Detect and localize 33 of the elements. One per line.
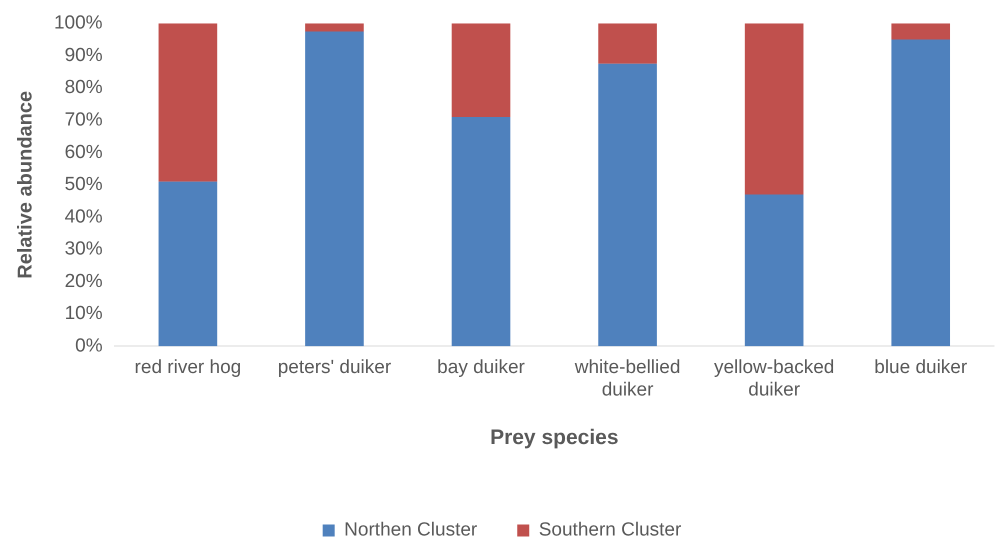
- y-axis-title: Relative abundance: [14, 90, 37, 279]
- x-tick-label: red river hog: [134, 356, 242, 378]
- y-tick-label: 100%: [54, 12, 103, 34]
- bar: [452, 23, 510, 118]
- y-tick-label: 60%: [64, 142, 103, 163]
- y-tick-label: 70%: [64, 109, 103, 130]
- legend-label: Southern Cluster: [538, 520, 682, 541]
- y-tick-label: 90%: [64, 44, 103, 66]
- y-tick-label: 40%: [64, 206, 103, 228]
- x-tick-label: bay duiker: [437, 356, 526, 378]
- bar: [305, 23, 364, 32]
- x-tick-label: white-bellied duiker: [574, 356, 680, 401]
- bar: [891, 40, 950, 346]
- bar: [744, 194, 804, 346]
- y-tick-label: 20%: [64, 270, 103, 292]
- bar: [158, 182, 218, 346]
- y-tick-label: 80%: [64, 77, 103, 98]
- bar: [598, 64, 657, 346]
- bar: [744, 23, 804, 194]
- bar: [598, 23, 657, 64]
- x-tick-label: blue duiker: [874, 356, 968, 378]
- x-tick-label: peters' duiker: [278, 356, 392, 378]
- x-tick-label: yellow-backed duiker: [714, 356, 834, 401]
- y-tick-label: 50%: [64, 174, 103, 196]
- bar: [158, 23, 218, 182]
- y-tick-label: 30%: [64, 238, 103, 260]
- legend-label: Northen Cluster: [344, 520, 478, 541]
- bar: [891, 23, 950, 40]
- bar: [452, 117, 510, 346]
- x-axis-title: Prey species: [490, 426, 619, 450]
- y-tick-label: 10%: [64, 303, 103, 324]
- bar: [305, 31, 364, 346]
- y-tick-label: 0%: [75, 335, 103, 356]
